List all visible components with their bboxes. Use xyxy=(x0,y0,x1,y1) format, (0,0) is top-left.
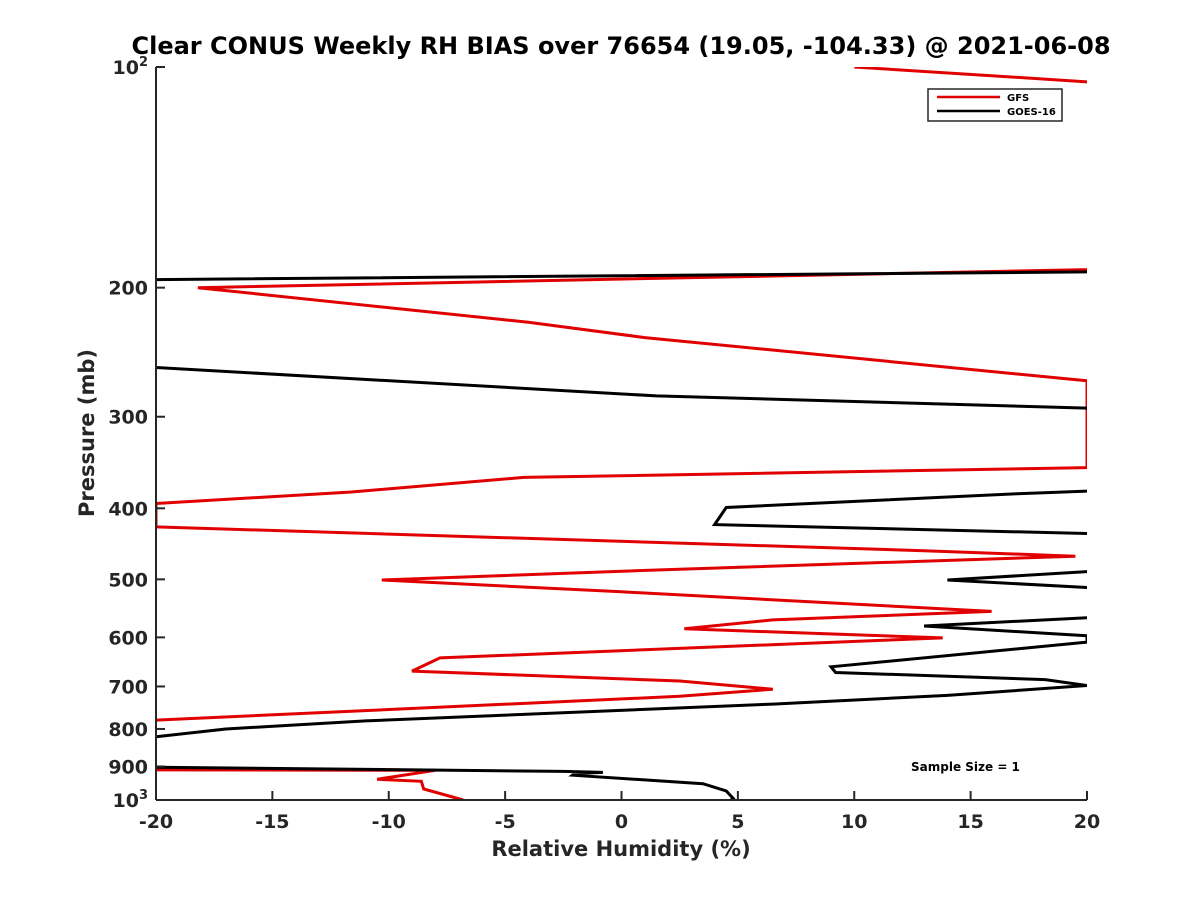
legend-box xyxy=(927,88,1063,122)
plot-axes xyxy=(155,67,1087,801)
x-tick-label: 15 xyxy=(957,811,983,833)
y-tick-label: 800 xyxy=(108,719,148,741)
y-ticks: 102 200 300 400 500 600 700 800 900 103 xyxy=(108,55,165,812)
x-axis-label: Relative Humidity (%) xyxy=(491,837,750,861)
x-tick-label: -15 xyxy=(255,811,289,833)
x-tick-label: 10 xyxy=(841,811,867,833)
series-line-goes16 xyxy=(156,270,1087,800)
x-tick-label: -20 xyxy=(139,811,173,833)
y-tick-label: 700 xyxy=(108,676,148,698)
series-line-gfs xyxy=(156,67,1087,800)
legend-label-gfs: GFS xyxy=(1007,93,1029,104)
y-tick-label: 102 xyxy=(113,55,149,79)
legend: GFS GOES-16 xyxy=(927,88,1063,122)
y-axis-label: Pressure (mb) xyxy=(75,349,99,517)
y-tick-label: 400 xyxy=(108,498,148,520)
y-tick-label: 600 xyxy=(108,627,148,649)
x-tick-label: 20 xyxy=(1074,811,1100,833)
x-ticks: -20 -15 -10 -5 0 5 10 15 20 xyxy=(139,791,1100,833)
series-layer xyxy=(156,67,1087,800)
y-tick-label: 500 xyxy=(108,569,148,591)
sample-size-annotation: Sample Size = 1 xyxy=(911,760,1020,774)
chart-title: Clear CONUS Weekly RH BIAS over 76654 (1… xyxy=(131,32,1110,60)
x-tick-label: -10 xyxy=(372,811,406,833)
y-tick-label: 300 xyxy=(108,407,148,429)
y-tick-label: 900 xyxy=(108,756,148,778)
x-tick-label: -5 xyxy=(495,811,516,833)
x-tick-label: 5 xyxy=(731,811,744,833)
x-tick-label: 0 xyxy=(615,811,628,833)
legend-label-goes16: GOES-16 xyxy=(1007,107,1056,118)
y-tick-label: 200 xyxy=(108,278,148,300)
y-tick-label: 103 xyxy=(113,788,149,812)
